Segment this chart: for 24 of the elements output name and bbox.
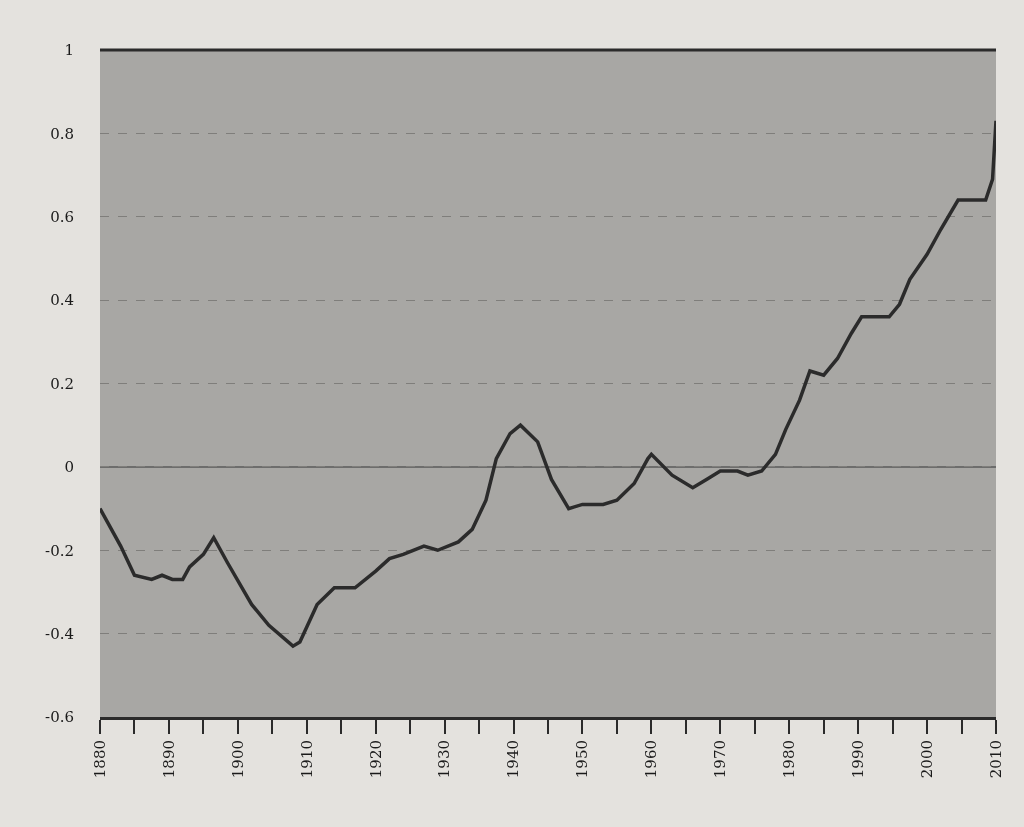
- x-tick-label: 1970: [711, 740, 730, 779]
- y-tick-label: 0.4: [50, 291, 74, 310]
- x-tick-label: 1960: [642, 740, 661, 779]
- x-tick-label: 1990: [849, 740, 868, 779]
- x-tick-label: 1880: [90, 740, 109, 779]
- y-tick-label: -0.6: [45, 708, 74, 727]
- y-tick-label: 0.2: [50, 374, 74, 393]
- y-tick-label: -0.2: [45, 541, 74, 560]
- line-series: [100, 119, 996, 648]
- x-tick-label: 1950: [573, 740, 592, 779]
- x-tick-label: 1890: [159, 740, 178, 779]
- y-tick-label: -0.4: [45, 624, 74, 643]
- x-tick-label: 2010: [986, 740, 1005, 779]
- x-tick-label: 1910: [297, 740, 316, 779]
- x-tick-label: 1980: [780, 740, 799, 779]
- x-tick-label: 1920: [366, 740, 385, 779]
- x-tick-label: 2000: [917, 740, 936, 779]
- x-tick-label: 1940: [504, 740, 523, 779]
- y-tick-label: 0: [64, 458, 74, 477]
- x-tick-label: 1900: [228, 740, 247, 779]
- x-tick-label: 1930: [435, 740, 454, 779]
- y-tick-label: 0.6: [50, 208, 74, 226]
- y-tick-label: 0.8: [50, 124, 74, 143]
- y-tick-label: 1: [64, 41, 74, 60]
